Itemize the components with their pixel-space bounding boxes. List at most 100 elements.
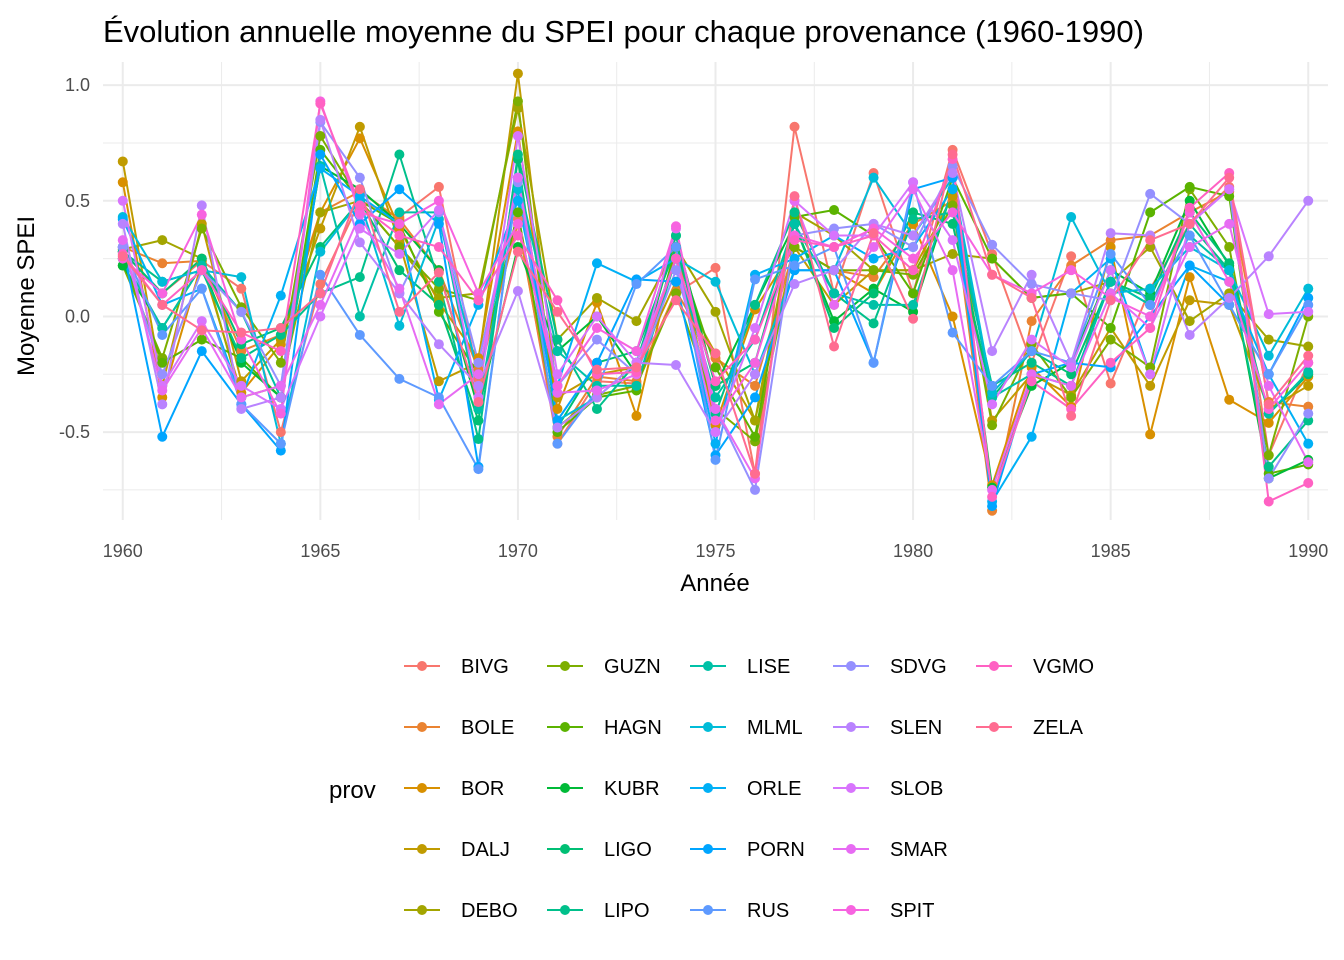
data-point-debo	[710, 306, 721, 317]
data-point-lise	[1105, 276, 1116, 287]
data-point-bor	[1145, 429, 1156, 440]
legend-label: PORN	[747, 839, 805, 861]
data-point-slob	[552, 369, 563, 380]
data-point-guzn	[433, 283, 444, 294]
data-point-rus	[750, 274, 761, 285]
legend-item-slob: SLOB	[833, 778, 943, 800]
x-axis-ticks: 1960 1965 1970 1975 1980 1985 1990	[103, 541, 1329, 561]
data-point-porn	[1303, 292, 1314, 303]
data-point-vgmo	[354, 200, 365, 211]
legend-title: prov	[329, 777, 376, 804]
x-tick-label: 1965	[300, 541, 340, 561]
data-point-bivg	[1105, 378, 1116, 389]
data-point-kubr	[117, 260, 128, 271]
legend-key-point	[417, 844, 427, 854]
data-point-mlml	[1145, 283, 1156, 294]
legend-item-ligo: LIGO	[547, 839, 652, 861]
legend-label: GUZN	[604, 656, 661, 678]
legend-item-sdvg: SDVG	[833, 656, 947, 678]
data-point-orle	[512, 195, 523, 206]
data-point-vgmo	[1145, 323, 1156, 334]
data-point-lipo	[750, 299, 761, 310]
data-point-porn	[552, 415, 563, 426]
legend-item-smar: SMAR	[833, 839, 948, 861]
data-point-orle	[315, 163, 326, 174]
data-point-ligo	[196, 253, 207, 264]
data-point-ligo	[1145, 292, 1156, 303]
data-point-vgmo	[1105, 357, 1116, 368]
data-point-slen	[275, 392, 286, 403]
data-point-vgmo	[987, 491, 998, 502]
data-point-orle	[947, 184, 958, 195]
data-point-zela	[1105, 295, 1116, 306]
data-point-dalj	[512, 68, 523, 79]
data-point-zela	[394, 306, 405, 317]
legend-key-point	[989, 722, 999, 732]
data-point-smar	[394, 283, 405, 294]
data-point-lipo	[354, 272, 365, 283]
data-point-zela	[1303, 350, 1314, 361]
data-point-slob	[908, 177, 919, 188]
data-point-sdvg	[987, 239, 998, 250]
data-point-bivg	[433, 181, 444, 192]
x-tick-label: 1970	[498, 541, 538, 561]
data-point-bole	[750, 380, 761, 391]
data-point-rus	[315, 269, 326, 280]
legend-key-point	[846, 905, 856, 915]
x-tick-label: 1960	[103, 541, 143, 561]
data-point-spit	[1303, 357, 1314, 368]
data-point-bivg	[789, 121, 800, 132]
data-point-debo	[1145, 242, 1156, 253]
data-point-lipo	[789, 207, 800, 218]
data-point-rus	[552, 438, 563, 449]
data-point-guzn	[1263, 450, 1274, 461]
data-point-hagn	[987, 253, 998, 264]
data-point-lise	[829, 288, 840, 299]
data-point-smar	[710, 403, 721, 414]
data-point-rus	[157, 329, 168, 340]
chart-title: Évolution annuelle moyenne du SPEI pour …	[103, 14, 1144, 49]
data-point-rus	[987, 380, 998, 391]
y-tick-label: 0.0	[65, 306, 90, 326]
legend-key-point	[703, 905, 713, 915]
data-point-hagn	[196, 334, 207, 345]
data-point-orle	[1303, 438, 1314, 449]
data-point-mlml	[868, 172, 879, 183]
data-point-smar	[236, 392, 247, 403]
data-point-smar	[591, 385, 602, 396]
data-point-smar	[1066, 380, 1077, 391]
data-point-mlml	[987, 387, 998, 398]
data-point-lipo	[868, 318, 879, 329]
series-points-slen	[117, 114, 1314, 438]
data-point-smar	[117, 235, 128, 246]
data-point-zela	[1224, 172, 1235, 183]
data-point-slen	[1263, 251, 1274, 262]
legend-item-debo: DEBO	[404, 900, 518, 922]
data-point-vgmo	[1263, 496, 1274, 507]
data-point-spit	[236, 334, 247, 345]
data-point-rus	[354, 329, 365, 340]
data-point-vgmo	[512, 230, 523, 241]
legend-key-point	[417, 905, 427, 915]
data-point-lipo	[908, 214, 919, 225]
data-point-mlml	[1066, 211, 1077, 222]
data-point-ligo	[868, 288, 879, 299]
data-point-bole	[868, 272, 879, 283]
data-point-slob	[750, 323, 761, 334]
legend-key-point	[417, 783, 427, 793]
data-point-rus	[631, 279, 642, 290]
legend-label: LISE	[747, 656, 790, 678]
data-point-smar	[868, 242, 879, 253]
data-point-slen	[1026, 269, 1037, 280]
data-point-slob	[117, 195, 128, 206]
legend-item-mlml: MLML	[690, 717, 803, 739]
data-point-mlml	[710, 276, 721, 287]
data-point-slob	[433, 205, 444, 216]
legend-item-rus: RUS	[690, 900, 789, 922]
data-point-lise	[473, 403, 484, 414]
data-point-sdvg	[670, 265, 681, 276]
legend-label: HAGN	[604, 717, 662, 739]
data-point-sdvg	[829, 223, 840, 234]
legend-item-spit: SPIT	[833, 900, 934, 922]
legend-label: SDVG	[890, 656, 947, 678]
